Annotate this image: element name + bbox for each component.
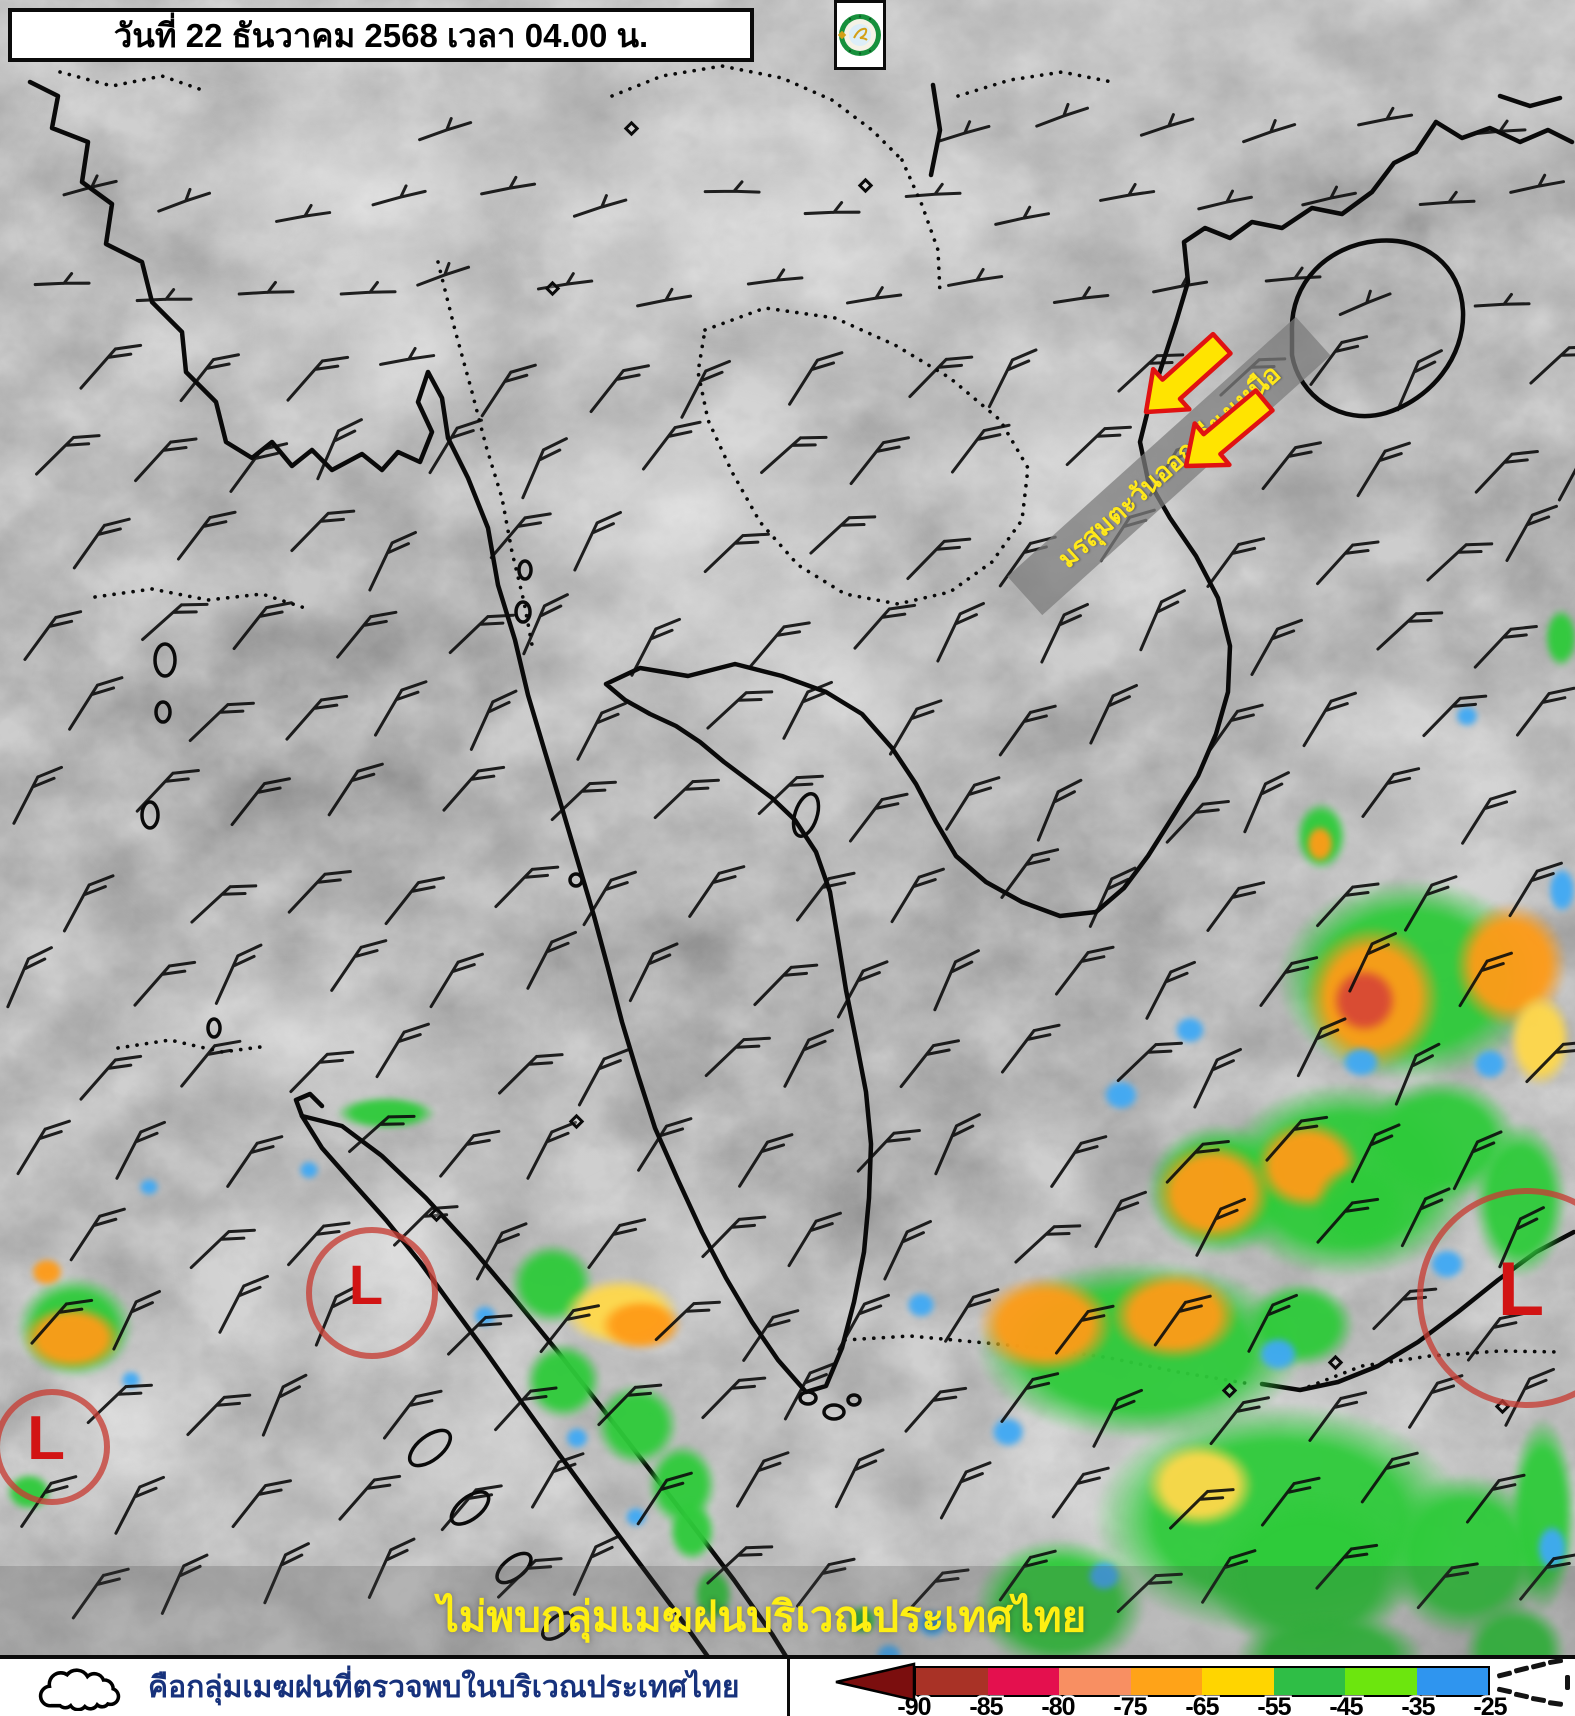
scale-dash — [1513, 1691, 1530, 1700]
scale-dash — [1547, 1657, 1564, 1666]
temp-scale-tick: -65 — [1185, 1693, 1219, 1716]
legend-bar: คือกลุ่มเมฆฝนที่ตรวจพบในบริเวณประเทศไทย … — [0, 1655, 1575, 1716]
no-rain-caption: ไม่พบกลุ่มเมฆฝนบริเวณประเทศไทย — [437, 1593, 1087, 1640]
sumatra-w-coast — [299, 1113, 719, 1671]
agency-logo-box — [834, 0, 886, 70]
temp-scale-tick: -25 — [1473, 1693, 1507, 1716]
temp-scale-tick: -80 — [1041, 1693, 1075, 1716]
scale-dash — [1530, 1695, 1547, 1704]
scale-dash — [1547, 1699, 1564, 1708]
tmd-logo-icon — [837, 14, 881, 56]
temp-scale-segment — [1202, 1668, 1274, 1695]
temp-scale-segment — [916, 1668, 988, 1695]
cloud-icon — [38, 1667, 121, 1711]
temp-scale-tick: -55 — [1257, 1693, 1291, 1716]
scale-dash — [1530, 1661, 1547, 1670]
legend-cloud-section: คือกลุ่มเมฆฝนที่ตรวจพบในบริเวณประเทศไทย — [0, 1659, 790, 1716]
temp-scale-tick: -35 — [1401, 1693, 1435, 1716]
temp-scale-segment — [1345, 1668, 1417, 1695]
page-title: วันที่ 22 ธันวาคม 2568 เวลา 04.00 น. — [113, 16, 649, 54]
temp-scale-ticks: -90 -85 -80 -75 -65 -55 -45 -35 -25 — [897, 1693, 1514, 1716]
hainan-island — [1289, 238, 1466, 419]
temp-scale-segment — [1130, 1668, 1202, 1695]
temp-scale-tick: -85 — [969, 1693, 1003, 1716]
mainland-coastline — [27, 79, 1439, 1395]
temp-scale-segment — [1273, 1668, 1345, 1695]
legend-caption: คือกลุ่มเมฆฝนที่ตรวจพบในบริเวณประเทศไทย — [148, 1671, 740, 1704]
temp-scale-arrow — [835, 1662, 916, 1702]
temp-scale-tick: -45 — [1329, 1693, 1363, 1716]
temp-scale-segment — [1416, 1668, 1488, 1695]
temp-scale-segment — [1059, 1668, 1131, 1695]
title-bar: วันที่ 22 ธันวาคม 2568 เวลา 04.00 น. — [8, 8, 754, 62]
temp-scale-tick: -75 — [1113, 1693, 1147, 1716]
temp-scale-segment — [987, 1668, 1059, 1695]
scale-dash — [1496, 1670, 1513, 1679]
scale-dash — [1513, 1665, 1530, 1674]
scale-dash — [1565, 1675, 1570, 1690]
